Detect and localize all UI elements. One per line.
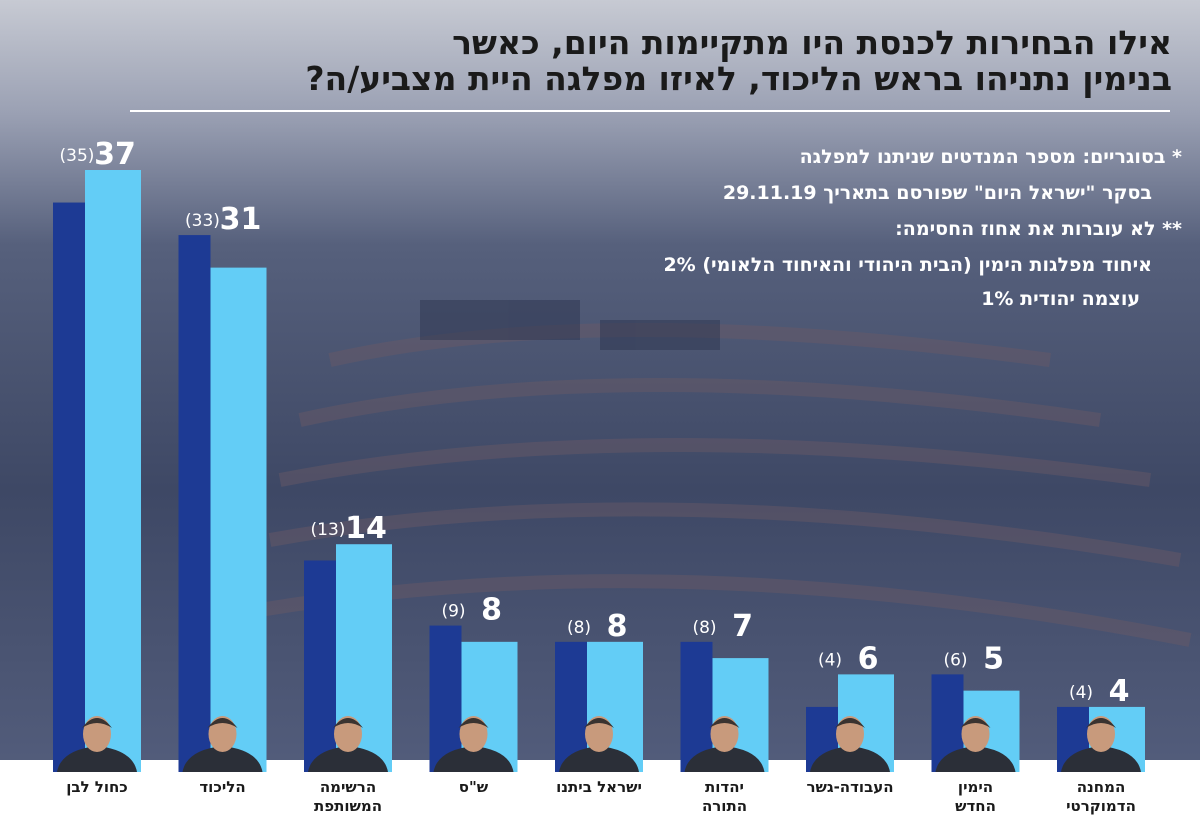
portrait-hair-7 <box>960 718 991 728</box>
category-label-5-line-0: יהדות <box>705 778 744 796</box>
footnote-threshold-heading: ** לא עוברות את אחוז החסימה: <box>895 218 1182 240</box>
portrait-hair-0 <box>82 718 112 728</box>
chart-title-line-1: אילו הבחירות לכנסת היו מתקיימות היום, כא… <box>452 23 1172 62</box>
previous-label-1: (33) <box>185 211 220 231</box>
value-label-8: 4 <box>1109 674 1130 709</box>
category-label-1: הליכוד <box>199 778 245 796</box>
value-label-6: 6 <box>858 641 879 676</box>
bar-current-1 <box>210 267 267 772</box>
category-label-7-line-0: הימין <box>958 778 993 796</box>
value-label-7: 5 <box>983 641 1004 676</box>
category-label-5-line-1: התורה <box>702 797 747 815</box>
bar-current-0 <box>85 170 141 772</box>
category-label-4: ישראל ביתנו <box>556 778 642 796</box>
portrait-hair-4 <box>584 718 614 728</box>
footnote-survey-source: בסקר "ישראל היום" שפורסם בתאריך 29.11.19 <box>722 182 1152 204</box>
previous-label-7: (6) <box>943 650 967 670</box>
portrait-face-7 <box>961 716 990 752</box>
category-label-0: כחול לבן <box>66 778 128 796</box>
portrait-shoulders-0 <box>57 746 137 772</box>
portrait-face-3 <box>459 716 488 752</box>
portrait-hair-5 <box>709 718 740 728</box>
previous-label-0: (35) <box>60 146 95 166</box>
category-label-2-line-0: הרשימה <box>320 778 376 796</box>
portrait-hair-2 <box>333 718 363 728</box>
value-label-0: 37 <box>94 137 136 172</box>
category-label-8-line-1: הדמוקרטי <box>1066 797 1136 815</box>
previous-label-4: (8) <box>567 618 591 638</box>
portrait-face-6 <box>836 716 864 752</box>
portrait-hair-1 <box>207 718 238 728</box>
portrait-hair-8 <box>1086 718 1116 728</box>
portrait-hair-6 <box>835 718 865 728</box>
portrait-face-8 <box>1087 716 1115 752</box>
bar-previous-3 <box>429 625 462 772</box>
category-label-6: העבודה-גשר <box>806 778 893 796</box>
portrait-shoulders-7 <box>935 746 1016 772</box>
portrait-shoulders-1 <box>182 746 263 772</box>
value-label-5: 7 <box>732 609 753 644</box>
portrait-face-4 <box>585 716 613 752</box>
previous-label-6: (4) <box>818 650 842 670</box>
value-label-3: 8 <box>481 593 502 628</box>
portrait-hair-3 <box>458 718 489 728</box>
portrait-shoulders-8 <box>1061 746 1141 772</box>
bar-previous-0 <box>53 202 85 773</box>
footnote-brackets: * בסוגריים: מספר המנדטים שניתנו למפלגה <box>799 146 1182 168</box>
previous-label-2: (13) <box>311 520 346 540</box>
value-label-2: 14 <box>345 511 387 546</box>
value-label-4: 8 <box>607 609 628 644</box>
previous-label-8: (4) <box>1069 683 1093 703</box>
chart-title-line-2: בנימין נתניהו בראש הליכוד, לאיזו מפלגה ה… <box>305 59 1172 98</box>
title-divider <box>130 110 1170 112</box>
category-label-7-line-1: החדש <box>955 797 996 815</box>
portrait-shoulders-2 <box>308 746 388 772</box>
footnote-threshold-party-1: איחוד מפלגות הימין (הבית היהודי והאיחוד … <box>663 254 1152 276</box>
category-label-3: ש"ס <box>459 778 489 796</box>
portrait-shoulders-3 <box>433 746 514 772</box>
bar-previous-2 <box>304 560 336 772</box>
portrait-shoulders-6 <box>810 746 890 772</box>
portrait-face-0 <box>83 716 111 752</box>
category-label-2-line-1: המשותפת <box>314 797 382 815</box>
footnote-threshold-party-2: עוצמה יהודית 1% <box>981 288 1140 310</box>
portrait-face-2 <box>334 716 362 752</box>
bar-previous-1 <box>178 235 211 773</box>
portrait-shoulders-5 <box>684 746 765 772</box>
portrait-face-5 <box>710 716 739 752</box>
previous-label-5: (8) <box>692 618 716 638</box>
portrait-shoulders-4 <box>559 746 639 772</box>
value-label-1: 31 <box>220 202 262 237</box>
portrait-face-1 <box>208 716 237 752</box>
category-label-8-line-0: המחנה <box>1077 778 1126 796</box>
previous-label-3: (9) <box>441 602 465 622</box>
